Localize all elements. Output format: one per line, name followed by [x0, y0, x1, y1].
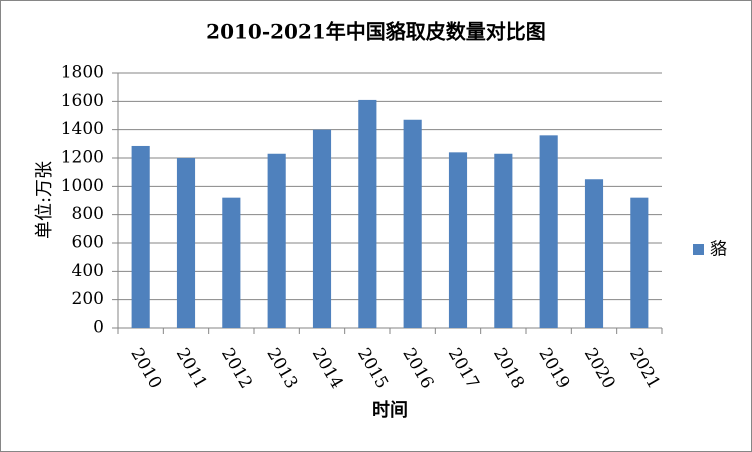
x-axis-title: 时间 — [372, 400, 408, 421]
y-tick-label: 1200 — [61, 148, 104, 168]
bar — [176, 158, 196, 328]
bar — [494, 153, 513, 328]
y-tick-label: 200 — [72, 289, 104, 309]
y-tick-label: 1600 — [61, 91, 104, 111]
bar — [312, 129, 332, 328]
bar — [630, 197, 649, 328]
y-tick-label: 1000 — [61, 176, 104, 196]
y-tick-label: 1800 — [61, 63, 104, 83]
y-tick-label: 1400 — [61, 119, 104, 139]
bar — [403, 119, 422, 328]
bar — [539, 135, 558, 328]
y-tick-label: 0 — [93, 318, 104, 338]
chart-title: 2010-2021年中国貉取皮数量对比图 — [206, 20, 546, 44]
bar — [222, 197, 241, 328]
legend-swatch — [693, 244, 704, 255]
legend-label: 貉 — [710, 240, 727, 260]
y-tick-label: 800 — [72, 204, 104, 224]
y-axis-title: 单位:万张 — [34, 161, 55, 239]
bar — [448, 152, 468, 328]
bar — [584, 179, 604, 328]
bar — [358, 99, 377, 329]
y-tick-label: 400 — [72, 261, 104, 281]
y-tick-label: 600 — [72, 233, 104, 253]
bar — [267, 153, 286, 328]
bar — [131, 145, 150, 328]
